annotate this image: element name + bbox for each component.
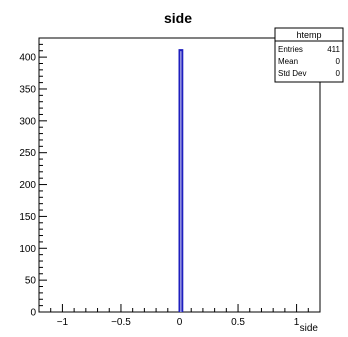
x-axis: −1 −0.5 0 0.5 1 (38, 304, 321, 328)
histogram-bars (178, 49, 184, 312)
stats-mean-label: Mean (278, 57, 298, 66)
x-tick-label: 1 (294, 317, 300, 328)
y-tick-label: 0 (30, 308, 36, 319)
y-tick-label: 100 (19, 244, 36, 255)
x-tick-label: 0 (177, 317, 183, 328)
y-tick-label: 400 (19, 53, 36, 64)
histogram-bar (178, 49, 184, 312)
chart-title: side (164, 10, 192, 26)
x-tick-label: 0.5 (231, 317, 245, 328)
y-tick-label: 300 (19, 116, 36, 127)
stats-stddev-value: 0 (336, 69, 341, 78)
stats-box-title: htemp (296, 30, 321, 40)
stats-stddev-label: Std Dev (278, 69, 306, 78)
y-tick-label: 150 (19, 212, 36, 223)
stats-mean-value: 0 (336, 57, 341, 66)
stats-box-frame (274, 27, 344, 83)
stats-entries-value: 411 (327, 45, 340, 54)
y-axis: 0 50 100 150 200 250 300 350 400 (19, 37, 47, 319)
x-axis-label: side (300, 323, 319, 334)
stats-box: htemp Entries 411 Mean 0 Std Dev 0 (274, 27, 344, 83)
y-tick-label: 350 (19, 84, 36, 95)
x-tick-label: −0.5 (111, 317, 131, 328)
y-tick-label: 50 (25, 276, 37, 287)
y-tick-label: 250 (19, 148, 36, 159)
y-tick-label: 200 (19, 180, 36, 191)
x-tick-label: −1 (57, 317, 69, 328)
stats-entries-label: Entries (278, 45, 303, 54)
